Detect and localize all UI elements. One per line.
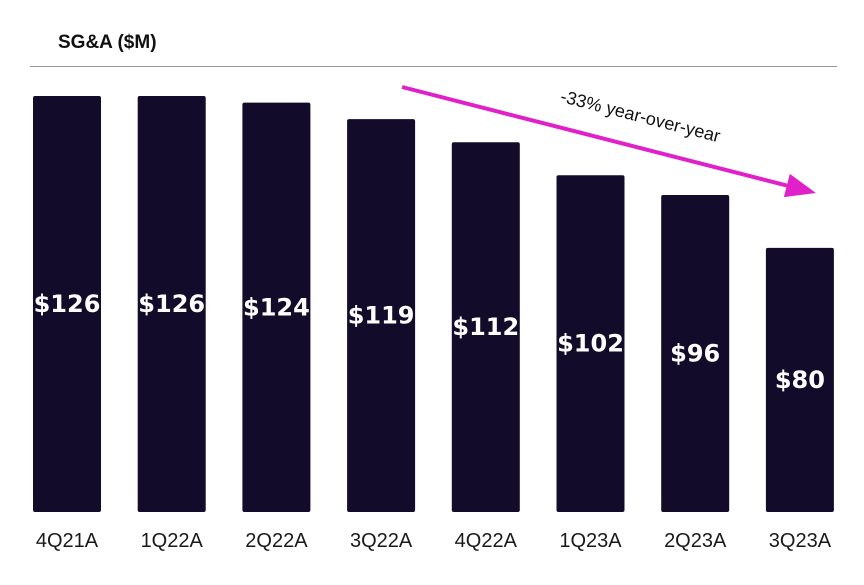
x-tick-3Q23A: 3Q23A	[769, 530, 832, 552]
trend-annotation: -33% year-over-year	[559, 86, 723, 146]
trend-arrow-head	[783, 173, 816, 198]
data-label-3Q23A: $80	[775, 366, 825, 394]
data-label-4Q21A: $126	[34, 290, 101, 318]
bar-4Q21A	[33, 96, 101, 512]
x-tick-1Q22A: 1Q22A	[141, 530, 204, 552]
title-divider	[30, 66, 837, 67]
bar-2Q23A	[661, 195, 730, 513]
x-tick-4Q22A: 4Q22A	[455, 530, 518, 552]
x-tick-4Q21A: 4Q21A	[36, 530, 99, 552]
chart-title: SG&A ($M)	[58, 32, 157, 53]
x-tick-2Q23A: 2Q23A	[664, 530, 727, 552]
data-label-1Q22A: $126	[138, 290, 205, 318]
bar-1Q22A	[137, 96, 206, 512]
trend-arrow-shaft	[401, 85, 788, 188]
x-tick-1Q23A: 1Q23A	[559, 530, 622, 552]
x-tick-3Q22A: 3Q22A	[350, 530, 413, 552]
bar-3Q22A	[347, 119, 416, 512]
bar-3Q23A	[765, 247, 834, 512]
data-label-2Q23A: $96	[670, 340, 720, 368]
data-label-3Q22A: $119	[348, 302, 415, 330]
data-label-1Q23A: $102	[557, 330, 624, 358]
bar-4Q22A	[451, 142, 520, 512]
x-tick-2Q22A: 2Q22A	[245, 530, 308, 552]
data-label-2Q22A: $124	[243, 293, 310, 321]
bar-1Q23A	[556, 175, 625, 512]
bar-2Q22A	[242, 102, 311, 512]
data-label-4Q22A: $112	[452, 313, 519, 341]
